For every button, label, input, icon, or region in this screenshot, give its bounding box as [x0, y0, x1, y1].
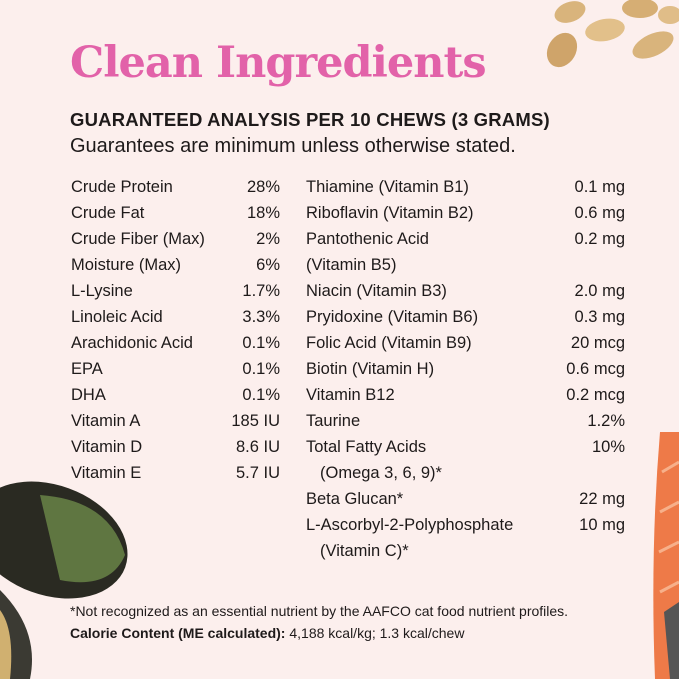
nutrient-value: 22 mg: [579, 490, 625, 508]
nutrient-value: 10 mg: [579, 516, 625, 534]
nutrient-value: 20 mcg: [570, 334, 625, 352]
nutrient-value: 18%: [246, 204, 280, 222]
nutrient-row: Vitamin A 185 IU: [71, 408, 280, 434]
nutrient-row: Linoleic Acid 3.3%: [71, 304, 280, 330]
nutrient-name: Vitamin B12: [306, 386, 395, 404]
nutrient-name: Vitamin E: [71, 464, 142, 482]
nutrient-name: L-Ascorbyl-2-Polyphosphate: [306, 516, 514, 534]
nutrient-row: Crude Fiber (Max) 2%: [71, 226, 280, 252]
nutrient-row: Total Fatty Acids 10%: [306, 434, 625, 460]
nutrient-row: Folic Acid (Vitamin B9) 20 mcg: [306, 330, 625, 356]
nutrient-value: 10%: [591, 438, 625, 456]
nutrient-row-continued: (Vitamin B5): [306, 252, 625, 278]
nutrient-name: Crude Protein: [71, 178, 173, 196]
nutrient-value: 28%: [246, 178, 280, 196]
nutrient-value: 6%: [256, 256, 280, 274]
nutrient-name: Crude Fiber (Max): [71, 230, 205, 248]
calorie-label: Calorie Content (ME calculated):: [70, 625, 286, 641]
nutrient-name: DHA: [71, 386, 106, 404]
nutrient-row: L-Ascorbyl-2-Polyphosphate 10 mg: [306, 512, 625, 538]
nutrient-name-line2: (Vitamin C)*: [320, 542, 409, 560]
nutrient-name-line2: (Omega 3, 6, 9)*: [320, 464, 442, 482]
nutrient-row: Beta Glucan* 22 mg: [306, 486, 625, 512]
nutrient-name: Moisture (Max): [71, 256, 182, 274]
nutrient-name: Biotin (Vitamin H): [306, 360, 435, 378]
nutrient-row: EPA 0.1%: [71, 356, 280, 382]
footnote: *Not recognized as an essential nutrient…: [70, 603, 569, 619]
calorie-content: Calorie Content (ME calculated): 4,188 k…: [70, 625, 464, 641]
nutrient-name: Arachidonic Acid: [71, 334, 193, 352]
nutrient-value: 0.2 mg: [574, 230, 625, 248]
nutrient-value: 0.1%: [242, 334, 280, 352]
nutrient-value: 3.3%: [242, 308, 280, 326]
nutrient-value: 5.7 IU: [235, 464, 280, 482]
nutrient-value: 0.2 mcg: [566, 386, 625, 404]
nutrient-name: Vitamin A: [71, 412, 141, 430]
nutrient-value: 0.6 mg: [574, 204, 625, 222]
nutrient-row: Moisture (Max) 6%: [71, 252, 280, 278]
nutrient-value: 185 IU: [231, 412, 280, 430]
nutrient-name: L-Lysine: [71, 282, 133, 300]
nutrient-name: Taurine: [306, 412, 361, 430]
nutrient-row: L-Lysine 1.7%: [71, 278, 280, 304]
analysis-subheading: Guarantees are minimum unless otherwise …: [70, 135, 516, 157]
nutrient-name: Crude Fat: [71, 204, 145, 222]
nutrient-row: Riboflavin (Vitamin B2) 0.6 mg: [306, 200, 625, 226]
nutrient-name: Folic Acid (Vitamin B9): [306, 334, 472, 352]
nutrient-row: Niacin (Vitamin B3) 2.0 mg: [306, 278, 625, 304]
nutrient-name-line2: (Vitamin B5): [306, 256, 397, 274]
nutrient-name: EPA: [71, 360, 103, 378]
page-title: Clean Ingredients: [70, 38, 487, 88]
nutrient-value: 0.1 mg: [574, 178, 625, 196]
nutrient-row: Vitamin E 5.7 IU: [71, 460, 280, 486]
nutrient-row: Arachidonic Acid 0.1%: [71, 330, 280, 356]
nutrient-row-continued: (Vitamin C)*: [306, 538, 625, 564]
nutrient-value: 0.1%: [242, 386, 280, 404]
calorie-value: 4,188 kcal/kg; 1.3 kcal/chew: [289, 625, 465, 641]
analysis-heading: GUARANTEED ANALYSIS PER 10 CHEWS (3 GRAM…: [70, 109, 550, 130]
nutrient-name: Riboflavin (Vitamin B2): [306, 204, 474, 222]
nutrient-name: Total Fatty Acids: [306, 438, 427, 456]
nutrient-value: 1.7%: [242, 282, 280, 300]
oats-image: [546, 0, 679, 68]
nutrient-row: Pryidoxine (Vitamin B6) 0.3 mg: [306, 304, 625, 330]
nutrient-name: Thiamine (Vitamin B1): [306, 178, 469, 196]
nutrient-value: 8.6 IU: [235, 438, 280, 456]
nutrient-value: 1.2%: [587, 412, 625, 430]
nutrient-row-continued: (Omega 3, 6, 9)*: [306, 460, 625, 486]
nutrient-row: Crude Fat 18%: [71, 200, 280, 226]
nutrient-value: 2.0 mg: [574, 282, 625, 300]
nutrient-value: 0.3 mg: [574, 308, 625, 326]
nutrient-row: Pantothenic Acid 0.2 mg: [306, 226, 625, 252]
nutrient-row: Biotin (Vitamin H) 0.6 mcg: [306, 356, 625, 382]
nutrient-name: Beta Glucan*: [306, 490, 404, 508]
nutrient-row: Crude Protein 28%: [71, 174, 280, 200]
nutrient-row: Thiamine (Vitamin B1) 0.1 mg: [306, 174, 625, 200]
nutrient-value: 0.1%: [242, 360, 280, 378]
nutrient-row: Taurine 1.2%: [306, 408, 625, 434]
nutrient-name: Pantothenic Acid: [306, 230, 429, 248]
nutrient-row: Vitamin B12 0.2 mcg: [306, 382, 625, 408]
nutrient-name: Linoleic Acid: [71, 308, 163, 326]
nutrient-value: 0.6 mcg: [566, 360, 625, 378]
nutrient-value: 2%: [256, 230, 280, 248]
salmon-image: [653, 432, 679, 679]
nutrient-name: Pryidoxine (Vitamin B6): [306, 308, 479, 326]
nutrient-row: DHA 0.1%: [71, 382, 280, 408]
nutrient-name: Niacin (Vitamin B3): [306, 282, 447, 300]
nutrient-row: Vitamin D 8.6 IU: [71, 434, 280, 460]
nutrient-name: Vitamin D: [71, 438, 143, 456]
mussel-image: [0, 481, 128, 679]
